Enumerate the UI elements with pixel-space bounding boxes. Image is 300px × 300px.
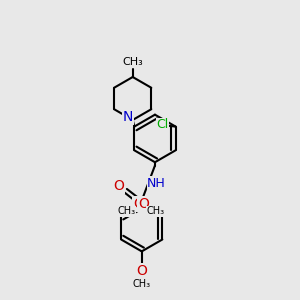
Text: O: O xyxy=(138,197,149,211)
Text: CH₃: CH₃ xyxy=(133,279,151,289)
Text: CH₃: CH₃ xyxy=(147,206,165,216)
Text: NH: NH xyxy=(147,176,166,190)
Text: CH₃: CH₃ xyxy=(122,57,143,67)
Text: O: O xyxy=(113,179,124,193)
Text: O: O xyxy=(136,263,147,278)
Text: CH₃: CH₃ xyxy=(118,206,136,216)
Text: N: N xyxy=(123,110,133,124)
Text: Cl: Cl xyxy=(156,118,169,131)
Text: O: O xyxy=(133,197,144,211)
